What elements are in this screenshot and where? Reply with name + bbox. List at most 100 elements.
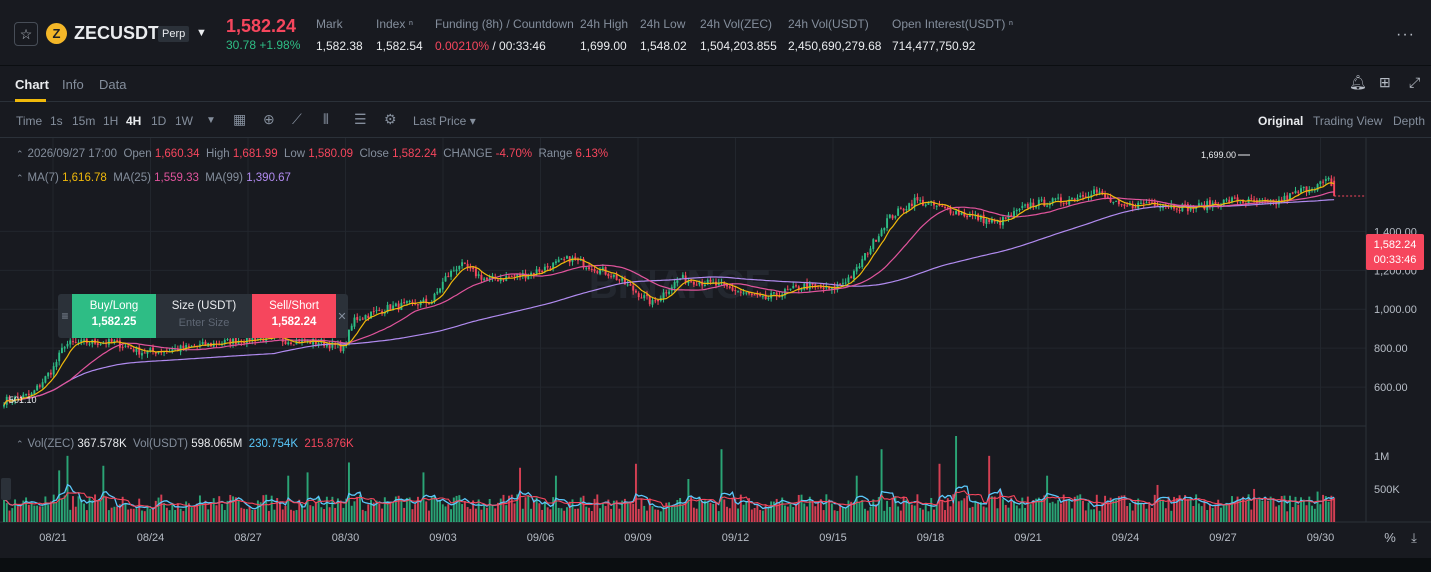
calendar-icon[interactable]: ▦ (233, 111, 247, 127)
volume-bar (864, 508, 866, 522)
volume-bar (811, 501, 814, 522)
gear-icon[interactable]: ⚙ (384, 111, 397, 127)
volume-bar (403, 507, 406, 522)
candle-body (957, 210, 960, 215)
volume-bar (963, 498, 966, 522)
volume-bar (1002, 499, 1004, 522)
stat-label: Open Interest(USDT) ⁿ (892, 17, 1014, 31)
volume-bar (789, 502, 792, 522)
volume-bar (132, 508, 135, 522)
stat-open-interest[interactable]: Open Interest(USDT) ⁿ 714,477,750.92 (892, 17, 1013, 53)
volume-bar (290, 509, 292, 522)
candle-body (3, 404, 5, 407)
volume-bar (38, 506, 41, 522)
candle-body (789, 288, 792, 291)
tab-data[interactable]: Data (99, 77, 127, 92)
x-axis-tick-label: 09/15 (819, 532, 847, 544)
percent-scale-icon[interactable]: % (1384, 530, 1396, 545)
collapse-caret-icon[interactable]: ⌃ (16, 439, 24, 449)
add-indicator-icon[interactable]: ⊕ (263, 111, 275, 127)
volume-bar (328, 507, 331, 522)
candle-body (499, 278, 502, 282)
interval-4h[interactable]: 4H (126, 114, 142, 128)
candlestick-chart[interactable]: BINANCE1,699.00501.101,400.001,200.001,0… (0, 138, 1431, 558)
candle-body (411, 301, 414, 303)
interval-more-caret-icon[interactable]: ▼ (206, 115, 216, 126)
candle-body (1059, 197, 1062, 203)
settings-sliders-icon[interactable]: ☰ (354, 111, 367, 127)
candle-body (1153, 202, 1156, 206)
volume-bar (22, 500, 25, 522)
change-label: CHANGE (443, 148, 493, 160)
buy-long-button[interactable]: Buy/Long 1,582.25 (72, 294, 156, 338)
size-input[interactable] (164, 317, 244, 329)
compare-icon[interactable]: ⫴ (323, 111, 329, 127)
candle-body (637, 293, 640, 298)
candle-body (1093, 189, 1096, 194)
candle-body (1062, 202, 1065, 204)
candle-body (1324, 179, 1327, 181)
drag-handle-icon[interactable]: ≡ (61, 309, 69, 323)
view-trading-view[interactable]: Trading View (1313, 114, 1383, 128)
candle-body (1076, 197, 1079, 200)
interval-1s[interactable]: 1s (50, 114, 63, 128)
candle-body (557, 259, 560, 263)
volume-bar (844, 507, 847, 522)
stat-value: 714,477,750.92 (892, 39, 976, 53)
candle-body (795, 285, 797, 287)
candle-body (1084, 196, 1087, 198)
volume-bar (883, 510, 886, 522)
scroll-left-handle[interactable] (1, 478, 11, 500)
collapse-caret-icon[interactable]: ⌃ (16, 149, 24, 159)
volume-bar (196, 503, 199, 522)
volume-bar (1082, 500, 1084, 522)
candle-body (1319, 181, 1322, 185)
x-axis-tick-label: 09/24 (1112, 532, 1140, 544)
volume-bar (546, 507, 549, 522)
interval-1d[interactable]: 1D (151, 114, 167, 128)
volume-bar (670, 506, 673, 522)
interval-1w[interactable]: 1W (175, 114, 193, 128)
tab-chart[interactable]: Chart (15, 77, 49, 92)
volume-bar (828, 499, 831, 522)
volume-bar (709, 502, 712, 522)
symbol-name[interactable]: ZECUSDT (74, 23, 159, 43)
volume-bar (472, 500, 475, 522)
stat-index[interactable]: Index ⁿ 1,582.54 (376, 17, 423, 53)
candle-body (22, 394, 25, 399)
candle-body (1151, 202, 1153, 204)
candle-body (588, 267, 591, 270)
volume-bar (858, 501, 861, 522)
expand-icon[interactable]: ⤢ (1409, 74, 1421, 90)
interval-time[interactable]: Time (16, 114, 43, 128)
volume-bar (1220, 507, 1222, 522)
drawing-tools-icon[interactable]: ⟋ (292, 111, 302, 127)
close-icon[interactable]: ✕ (337, 310, 347, 323)
bell-icon[interactable]: 🔔︎ (1349, 74, 1367, 90)
favorite-star-icon[interactable]: ☆ (14, 22, 38, 46)
candle-body (19, 397, 22, 399)
volume-bar (1266, 500, 1269, 522)
view-depth[interactable]: Depth (1393, 114, 1426, 128)
price-type-select[interactable]: Last Price ▾ (413, 114, 476, 128)
stat-value: 1,699.00 (580, 39, 627, 53)
sell-short-button[interactable]: Sell/Short 1,582.24 (252, 294, 336, 338)
symbol-dropdown-caret-icon[interactable]: ▼ (196, 27, 207, 39)
layout-grid-icon[interactable]: ⊞ (1379, 74, 1391, 90)
interval-1h[interactable]: 1H (103, 114, 119, 128)
y-axis-tick-label: 600.00 (1374, 382, 1408, 394)
candle-body (1051, 198, 1054, 204)
volume-bar (734, 498, 737, 522)
volume-bar (599, 508, 602, 522)
volume-bar (1068, 499, 1071, 522)
more-options-icon[interactable]: ··· (1396, 26, 1415, 43)
volume-bar (339, 500, 342, 522)
interval-15m[interactable]: 15m (72, 114, 96, 128)
tab-info[interactable]: Info (62, 77, 84, 92)
vol-zec-label: Vol(ZEC) (27, 438, 75, 450)
volume-bar (149, 508, 152, 522)
auto-fit-icon[interactable]: ⤓ (1411, 530, 1417, 545)
collapse-caret-icon[interactable]: ⌃ (16, 173, 24, 183)
view-original[interactable]: Original (1258, 114, 1304, 128)
candle-body (193, 345, 196, 347)
